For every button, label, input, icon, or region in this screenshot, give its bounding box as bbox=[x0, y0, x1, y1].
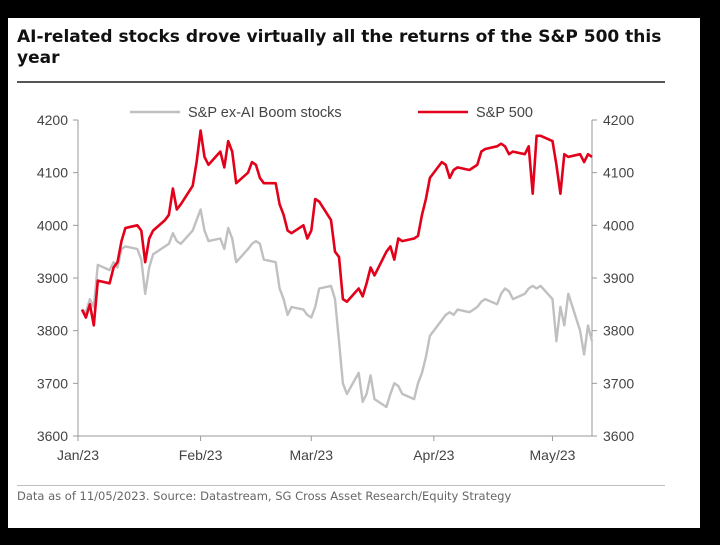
x-tick-label: May/23 bbox=[530, 447, 576, 463]
y-tick-label-right: 4200 bbox=[603, 112, 634, 128]
title-divider bbox=[17, 81, 665, 83]
series-line-sp500 bbox=[80, 129, 593, 327]
legend-label: S&P ex-AI Boom stocks bbox=[188, 105, 342, 121]
chart-title: AI-related stocks drove virtually all th… bbox=[17, 27, 662, 68]
y-tick-label-right: 3800 bbox=[603, 323, 634, 339]
y-tick-label-left: 3800 bbox=[37, 323, 68, 339]
y-tick-label-left: 4100 bbox=[37, 165, 68, 181]
y-tick-label-right: 3600 bbox=[603, 428, 634, 444]
legend-label: S&P 500 bbox=[476, 105, 533, 121]
y-tick-label-right: 4100 bbox=[603, 165, 634, 181]
line-chart: 3600 3600 3700 3700 3800 3800 3900 3900 4000 4000… bbox=[37, 105, 635, 463]
y-tick-label-left: 4000 bbox=[37, 217, 68, 233]
y-tick-label-left: 3900 bbox=[37, 270, 68, 286]
x-tick-label: Apr/23 bbox=[413, 447, 454, 463]
y-tick-label-right: 3700 bbox=[603, 375, 634, 391]
y-tick-label-left: 4200 bbox=[37, 112, 68, 128]
y-tick-label-right: 4000 bbox=[603, 217, 634, 233]
y-tick-label-left: 3600 bbox=[37, 428, 68, 444]
x-tick-label: Jan/23 bbox=[57, 447, 99, 463]
footer-divider bbox=[17, 485, 665, 486]
y-tick-label-right: 3900 bbox=[603, 270, 634, 286]
legend: S&P ex-AI Boom stocks S&P 500 bbox=[130, 105, 533, 121]
series-line-sp-ex-ai bbox=[81, 208, 594, 409]
x-tick-label: Feb/23 bbox=[179, 447, 223, 463]
series-layer bbox=[80, 129, 594, 409]
source-note: Data as of 11/05/2023. Source: Datastrea… bbox=[17, 489, 512, 503]
y-tick-label-left: 3700 bbox=[37, 375, 68, 391]
chart-card: AI-related stocks drove virtually all th… bbox=[8, 18, 700, 528]
x-tick-label: Mar/23 bbox=[289, 447, 333, 463]
axes: 3600 3600 3700 3700 3800 3800 3900 3900 4000 4000… bbox=[37, 112, 635, 463]
